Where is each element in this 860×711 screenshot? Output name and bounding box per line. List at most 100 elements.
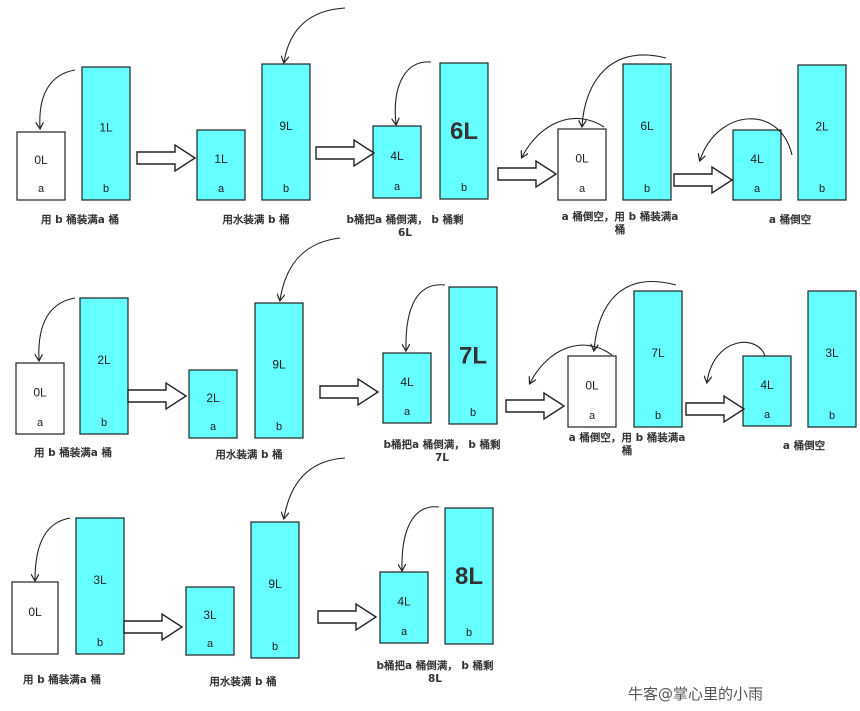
bucket-body (567, 355, 617, 428)
bucket-body (379, 571, 429, 644)
bucket-name: a (589, 410, 596, 422)
pour-arrow (522, 118, 605, 157)
bucket-name: b (470, 407, 476, 419)
bucket-b: 6L b (622, 63, 672, 201)
bucket-volume: 1L (214, 152, 228, 166)
pour-arrow (39, 297, 76, 360)
step-caption: a 桶倒空，用 b 桶装满a (569, 431, 686, 444)
bucket-volume: 4L (400, 375, 414, 389)
next-step-arrow (319, 377, 380, 407)
pour-arrow (284, 457, 346, 518)
pour-arrow (395, 61, 432, 124)
bucket-a: 0L a (16, 131, 66, 201)
pour-arrow (40, 69, 76, 128)
bucket-a: 4L a (732, 129, 782, 201)
step-caption: 用 b 桶装满a 桶 (22, 673, 101, 686)
pour-arrow (707, 341, 766, 382)
step-3-2: 3L a 9L b 用水装满 b 桶 (185, 521, 300, 688)
pour-arrow (530, 344, 613, 383)
bucket-a: 4L a (379, 571, 429, 644)
bucket-name: a (207, 638, 214, 650)
bucket-volume: 9L (279, 119, 293, 133)
bucket-volume: 2L (815, 120, 829, 134)
bucket-b: 2L b (79, 297, 129, 435)
bucket-a: 4L a (382, 352, 432, 424)
bucket-name: b (655, 410, 661, 422)
next-step-arrow (685, 394, 746, 424)
bucket-name: b (276, 421, 282, 433)
bucket-body (797, 64, 847, 201)
bucket-b: 6L b (439, 62, 489, 200)
bucket-name: b (819, 183, 825, 195)
bucket-body (557, 128, 607, 201)
bucket-volume: 6L (450, 118, 478, 145)
bucket-volume: 0L (585, 379, 599, 393)
bucket-body (261, 63, 311, 201)
step-2-2: 2L a 9L b 用水装满 b 桶 (188, 302, 304, 461)
bucket-a: 4L a (372, 125, 422, 199)
bucket-name: a (404, 406, 411, 418)
step-caption: 用水装满 b 桶 (208, 675, 276, 688)
next-step-arrow (136, 143, 197, 173)
bucket-name: a (401, 626, 408, 638)
bucket-name: b (829, 410, 835, 422)
bucket-body (732, 129, 782, 201)
bucket-volume: 9L (272, 358, 286, 372)
step-1-5: 4L a 2L b a 桶倒空 (732, 64, 847, 226)
step-caption: 桶 (614, 223, 626, 236)
step-1-2: 1L a 9L b 用水装满 b 桶 (196, 63, 311, 226)
step-caption: 用水装满 b 桶 (214, 448, 282, 461)
step-2-1: 0L a 2L b 用 b 桶装满a 桶 (15, 297, 129, 459)
step-caption: 用 b 桶装满a 桶 (40, 213, 119, 226)
step-caption: b桶把a 桶倒满， b 桶剩 (376, 659, 493, 672)
bucket-a: 0L a (15, 362, 65, 435)
bucket-name: a (218, 183, 225, 195)
bucket-a: 3L a (185, 586, 235, 656)
bucket-name: a (38, 183, 45, 195)
step-caption: 6L (398, 227, 412, 239)
step-3-1: 0L 3L b 用 b 桶装满a 桶 (11, 517, 125, 686)
bucket-body (250, 521, 300, 659)
pour-arrow (700, 118, 793, 160)
step-caption: 用 b 桶装满a 桶 (33, 446, 112, 459)
bucket-volume: 3L (93, 573, 107, 587)
bucket-name: b (103, 183, 109, 195)
bucket-volume: 4L (390, 149, 404, 163)
bucket-body (81, 66, 131, 201)
next-step-arrow (315, 138, 376, 168)
bucket-volume: 3L (825, 346, 839, 360)
step-caption: a 桶倒空 (783, 439, 825, 452)
bucket-volume: 0L (28, 605, 42, 619)
bucket-body (79, 297, 129, 435)
bucket-name: a (37, 417, 44, 429)
bucket-volume: 7L (459, 343, 487, 370)
bucket-name: b (101, 417, 107, 429)
step-caption: 用水装满 b 桶 (221, 213, 289, 226)
bucket-name: b (466, 627, 472, 639)
bucket-volume: 0L (34, 153, 48, 167)
pour-arrow (280, 237, 341, 300)
bucket-a: 0L a (557, 128, 607, 201)
next-step-arrow (505, 391, 566, 421)
bucket-name: a (579, 183, 586, 195)
bucket-volume: 7L (651, 346, 665, 360)
bucket-body (439, 62, 489, 200)
step-2-5: 4L a 3L b a 桶倒空 (742, 290, 857, 452)
pour-arrow (582, 54, 667, 126)
bucket-body (188, 369, 238, 439)
bucket-b: 7L b (633, 290, 683, 428)
step-caption: b桶把a 桶倒满， b 桶剩 (346, 213, 463, 226)
bucket-a: 0L a (567, 355, 617, 428)
pour-arrow (402, 506, 440, 570)
next-step-arrow (123, 612, 184, 642)
bucket-body (448, 286, 498, 425)
bucket-b: 9L b (250, 521, 300, 659)
bucket-a: 4L a (742, 355, 792, 427)
bucket-b: 8L b (444, 507, 494, 645)
pour-arrow (594, 280, 677, 350)
bucket-body (622, 63, 672, 201)
bucket-body (196, 129, 246, 201)
